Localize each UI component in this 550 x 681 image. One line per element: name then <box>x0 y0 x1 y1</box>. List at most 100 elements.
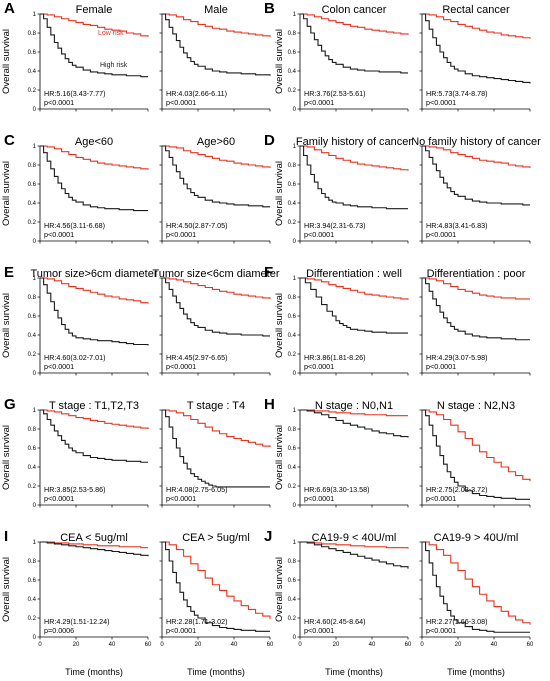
high-risk-curve <box>162 541 270 632</box>
km-panel: G T stage : T1,T2,T3 0 0.2 0.4 0.6 0.8 1 HR:3.85… <box>4 396 149 509</box>
low-risk-curve <box>162 145 271 168</box>
p-value: p<0.0001 <box>166 230 196 239</box>
high-risk-curve <box>300 409 409 438</box>
panel-title: No family history of cancer <box>411 136 541 148</box>
high-risk-curve <box>422 541 530 633</box>
panel-title: CA19-9 < 40U/ml <box>312 532 397 544</box>
low-risk-curve <box>422 277 530 300</box>
x-tick-label: 20 <box>455 642 462 648</box>
km-panel: I CEA < 5ug/ml 0 0.2 0.4 0.6 0.8 1 0 20 40 60 HR:4.2… <box>4 528 152 648</box>
y-tick-label: 0 <box>293 635 297 641</box>
panel-title: T stage : T4 <box>187 400 245 412</box>
y-tick-label: 0.8 <box>288 559 297 565</box>
hazard-ratio: HR:4.03(2.66-6.11) <box>166 89 227 98</box>
high-risk-curve <box>422 13 531 84</box>
y-axis-label: Overall survival <box>1 557 12 622</box>
p-value: p<0.0001 <box>426 626 456 635</box>
panel-title: Tumor size>6cm diameter <box>30 268 157 280</box>
panel-title: Colon cancer <box>322 4 387 16</box>
y-tick-label: 1 <box>293 12 297 18</box>
high-risk-curve <box>40 277 149 346</box>
panel-title: N stage : N2,N3 <box>437 400 515 412</box>
km-panel: H N stage : N0,N1 0 0.2 0.4 0.6 0.8 1 HR:6.69(3.… <box>264 396 409 509</box>
hazard-ratio: HR:2.27(1.66-3.08) <box>426 617 488 626</box>
x-tick-label: 40 <box>231 642 238 648</box>
hazard-ratio: HR:4.60(3.02-7.01) <box>44 353 106 362</box>
panel-title: Male <box>204 4 228 16</box>
hazard-ratio: HR:4.29(1.51-12.24) <box>44 617 110 626</box>
hazard-ratio: HR:5.16(3.43-7.77) <box>44 89 106 98</box>
km-panel: No family history of cancer HR:4.83(3.41-… <box>411 136 541 244</box>
y-axis-label: Overall survival <box>1 425 12 490</box>
y-tick-label: 0.8 <box>28 163 37 169</box>
y-tick-label: 0 <box>33 107 37 113</box>
km-panel: Differentiation : poor HR:4.29(3.07-5.98)… <box>419 268 531 376</box>
y-tick-label: 1 <box>293 540 297 546</box>
high-risk-curve <box>422 409 530 500</box>
y-tick-label: 1 <box>33 276 37 282</box>
high-risk-curve <box>162 13 271 76</box>
p-value: p<0.0001 <box>44 230 74 239</box>
y-tick-label: 0.6 <box>28 314 37 320</box>
y-tick-label: 0.4 <box>288 465 297 471</box>
hazard-ratio: HR:4.08(2.75-6.05) <box>166 485 228 494</box>
low-risk-curve <box>422 145 531 168</box>
high-risk-curve <box>300 277 408 334</box>
y-tick-label: 0.4 <box>28 69 37 75</box>
panel-letter: G <box>4 396 16 413</box>
km-panel: A Female 0 0.2 0.4 0.6 0.8 1 HR:5.16(3.43-7.77)p… <box>4 0 149 113</box>
panel-letter: C <box>4 132 15 149</box>
p-value: p<0.0001 <box>166 626 196 635</box>
y-tick-label: 0.2 <box>288 484 297 490</box>
x-tick-label: 0 <box>298 642 302 648</box>
hazard-ratio: HR:4.56(3.11-6.68) <box>44 221 105 230</box>
hazard-ratio: HR:4.50(2.87-7.05) <box>166 221 228 230</box>
hazard-ratio: HR:3.76(2.53-5.61) <box>304 89 366 98</box>
y-tick-label: 0.6 <box>288 50 297 56</box>
x-tick-label: 20 <box>333 642 340 648</box>
high-risk-curve <box>300 13 408 74</box>
y-axis-label: Overall survival <box>1 161 12 226</box>
y-tick-label: 0.2 <box>28 220 37 226</box>
p-value: p<0.0001 <box>166 362 196 371</box>
high-risk-curve <box>162 277 270 337</box>
panel-title: Age>60 <box>197 136 235 148</box>
y-tick-label: 0.6 <box>288 578 297 584</box>
hazard-ratio: HR:5.73(3.74-8.78) <box>426 89 488 98</box>
high-risk-label: High risk <box>100 62 128 69</box>
panel-letter: J <box>264 528 272 545</box>
hazard-ratio: HR:6.69(3.30-13.58) <box>304 485 370 494</box>
panel-letter: A <box>4 0 15 17</box>
low-risk-curve <box>162 13 271 37</box>
x-tick-label: 0 <box>420 642 424 648</box>
low-risk-curve <box>162 277 271 299</box>
panel-title: T stage : T1,T2,T3 <box>49 400 139 412</box>
panel-title: CEA > 5ug/ml <box>182 532 250 544</box>
km-panel: N stage : N2,N3 HR:2.75(2.03-3.72)p<0.000… <box>419 400 531 508</box>
p-value: p<0.0001 <box>304 626 334 635</box>
y-tick-label: 1 <box>33 408 37 414</box>
p-value: p<0.0001 <box>426 494 456 503</box>
low-risk-curve <box>422 409 531 482</box>
low-risk-curve <box>162 409 271 448</box>
p-value: p<0.0001 <box>44 362 74 371</box>
km-panel: Tumor size<6cm diameter HR:4.45(2.97-6.65… <box>152 268 280 376</box>
km-panel: F Differentiation : well 0 0.2 0.4 0.6 0.8 1 HR:… <box>264 264 409 377</box>
y-tick-label: 0.6 <box>28 182 37 188</box>
y-tick-label: 0.2 <box>28 484 37 490</box>
p-value: p<0.0001 <box>304 362 334 371</box>
x-axis-title: Time (months) <box>325 667 383 677</box>
y-tick-label: 1 <box>33 12 37 18</box>
high-risk-curve <box>40 409 148 463</box>
low-risk-curve <box>40 541 148 549</box>
y-axis-label: Overall survival <box>274 161 285 226</box>
low-risk-curve <box>300 13 409 35</box>
panel-title: CEA < 5ug/ml <box>60 532 128 544</box>
y-tick-label: 0.2 <box>288 352 297 358</box>
y-tick-label: 0.8 <box>28 31 37 37</box>
y-tick-label: 0 <box>293 239 297 245</box>
hazard-ratio: HR:4.45(2.97-6.65) <box>166 353 228 362</box>
y-tick-label: 0 <box>33 371 37 377</box>
hazard-ratio: HR:4.29(3.07-5.98) <box>426 353 488 362</box>
hazard-ratio: HR:4.60(2.45-8.64) <box>304 617 366 626</box>
